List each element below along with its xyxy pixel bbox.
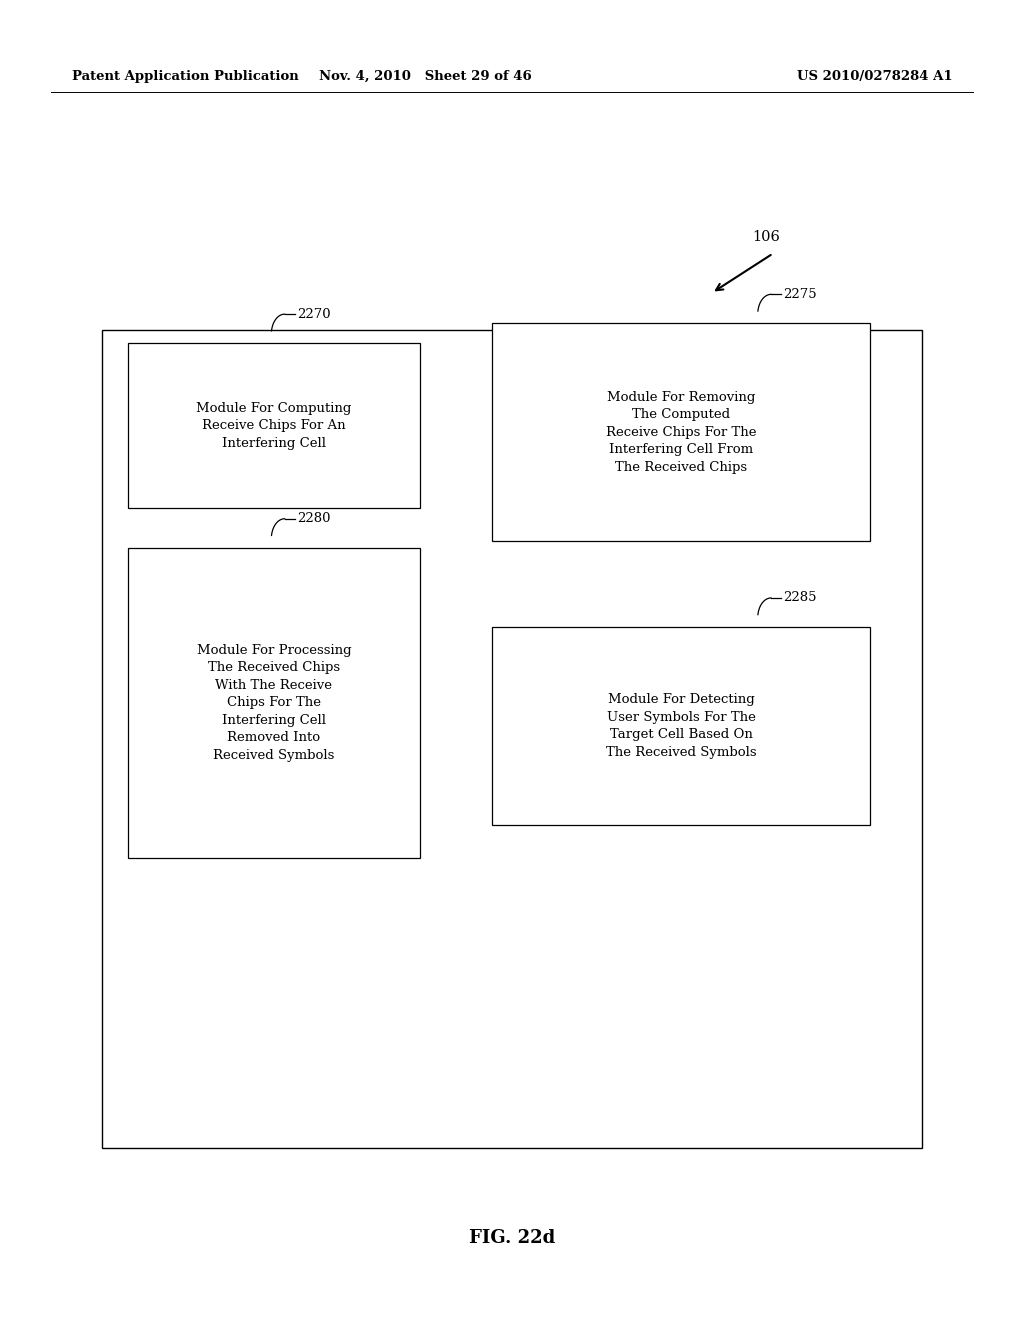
Text: Module For Processing
The Received Chips
With The Receive
Chips For The
Interfer: Module For Processing The Received Chips… xyxy=(197,644,351,762)
Text: FIG. 22d: FIG. 22d xyxy=(469,1229,555,1247)
Bar xyxy=(492,323,870,541)
Text: 2285: 2285 xyxy=(783,591,817,605)
Bar xyxy=(128,343,420,508)
Text: Nov. 4, 2010   Sheet 29 of 46: Nov. 4, 2010 Sheet 29 of 46 xyxy=(318,70,531,83)
Text: 2275: 2275 xyxy=(783,288,817,301)
Text: Module For Detecting
User Symbols For The
Target Cell Based On
The Received Symb: Module For Detecting User Symbols For Th… xyxy=(605,693,757,759)
Text: 106: 106 xyxy=(753,230,780,244)
Text: Patent Application Publication: Patent Application Publication xyxy=(72,70,298,83)
Text: Module For Computing
Receive Chips For An
Interfering Cell: Module For Computing Receive Chips For A… xyxy=(197,401,351,450)
Text: 2280: 2280 xyxy=(297,512,331,525)
Text: Module For Removing
The Computed
Receive Chips For The
Interfering Cell From
The: Module For Removing The Computed Receive… xyxy=(606,391,756,474)
Bar xyxy=(492,627,870,825)
Bar xyxy=(128,548,420,858)
Text: 2270: 2270 xyxy=(297,308,331,321)
Bar xyxy=(102,330,922,1148)
Text: US 2010/0278284 A1: US 2010/0278284 A1 xyxy=(797,70,952,83)
